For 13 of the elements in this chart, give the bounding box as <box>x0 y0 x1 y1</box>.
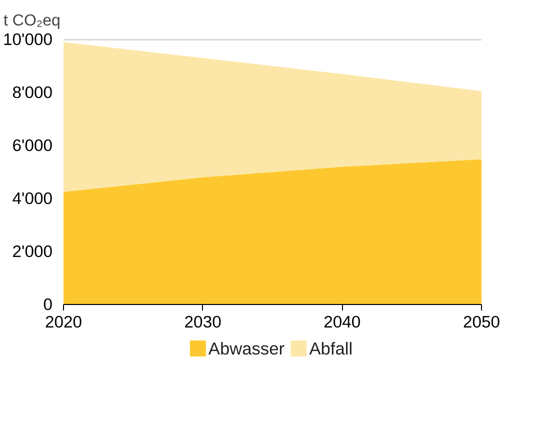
x-tick-label: 2040 <box>324 312 361 332</box>
x-tick-label: 2030 <box>184 312 222 332</box>
y-tick-label: 8'000 <box>12 83 52 102</box>
y-tick-label: 0 <box>43 295 52 314</box>
x-tick-label: 2050 <box>462 312 500 332</box>
y-tick-label: 2'000 <box>12 242 52 261</box>
y-tick-label: 10'000 <box>3 30 53 49</box>
legend-label: Abwasser <box>208 338 285 358</box>
y-tick-label: 4'000 <box>12 189 52 208</box>
y-tick-label: 6'000 <box>12 136 52 155</box>
legend-label: Abfall <box>309 338 353 358</box>
y-axis-title: t CO₂eq <box>4 12 60 30</box>
x-tick-label: 2020 <box>44 312 82 332</box>
